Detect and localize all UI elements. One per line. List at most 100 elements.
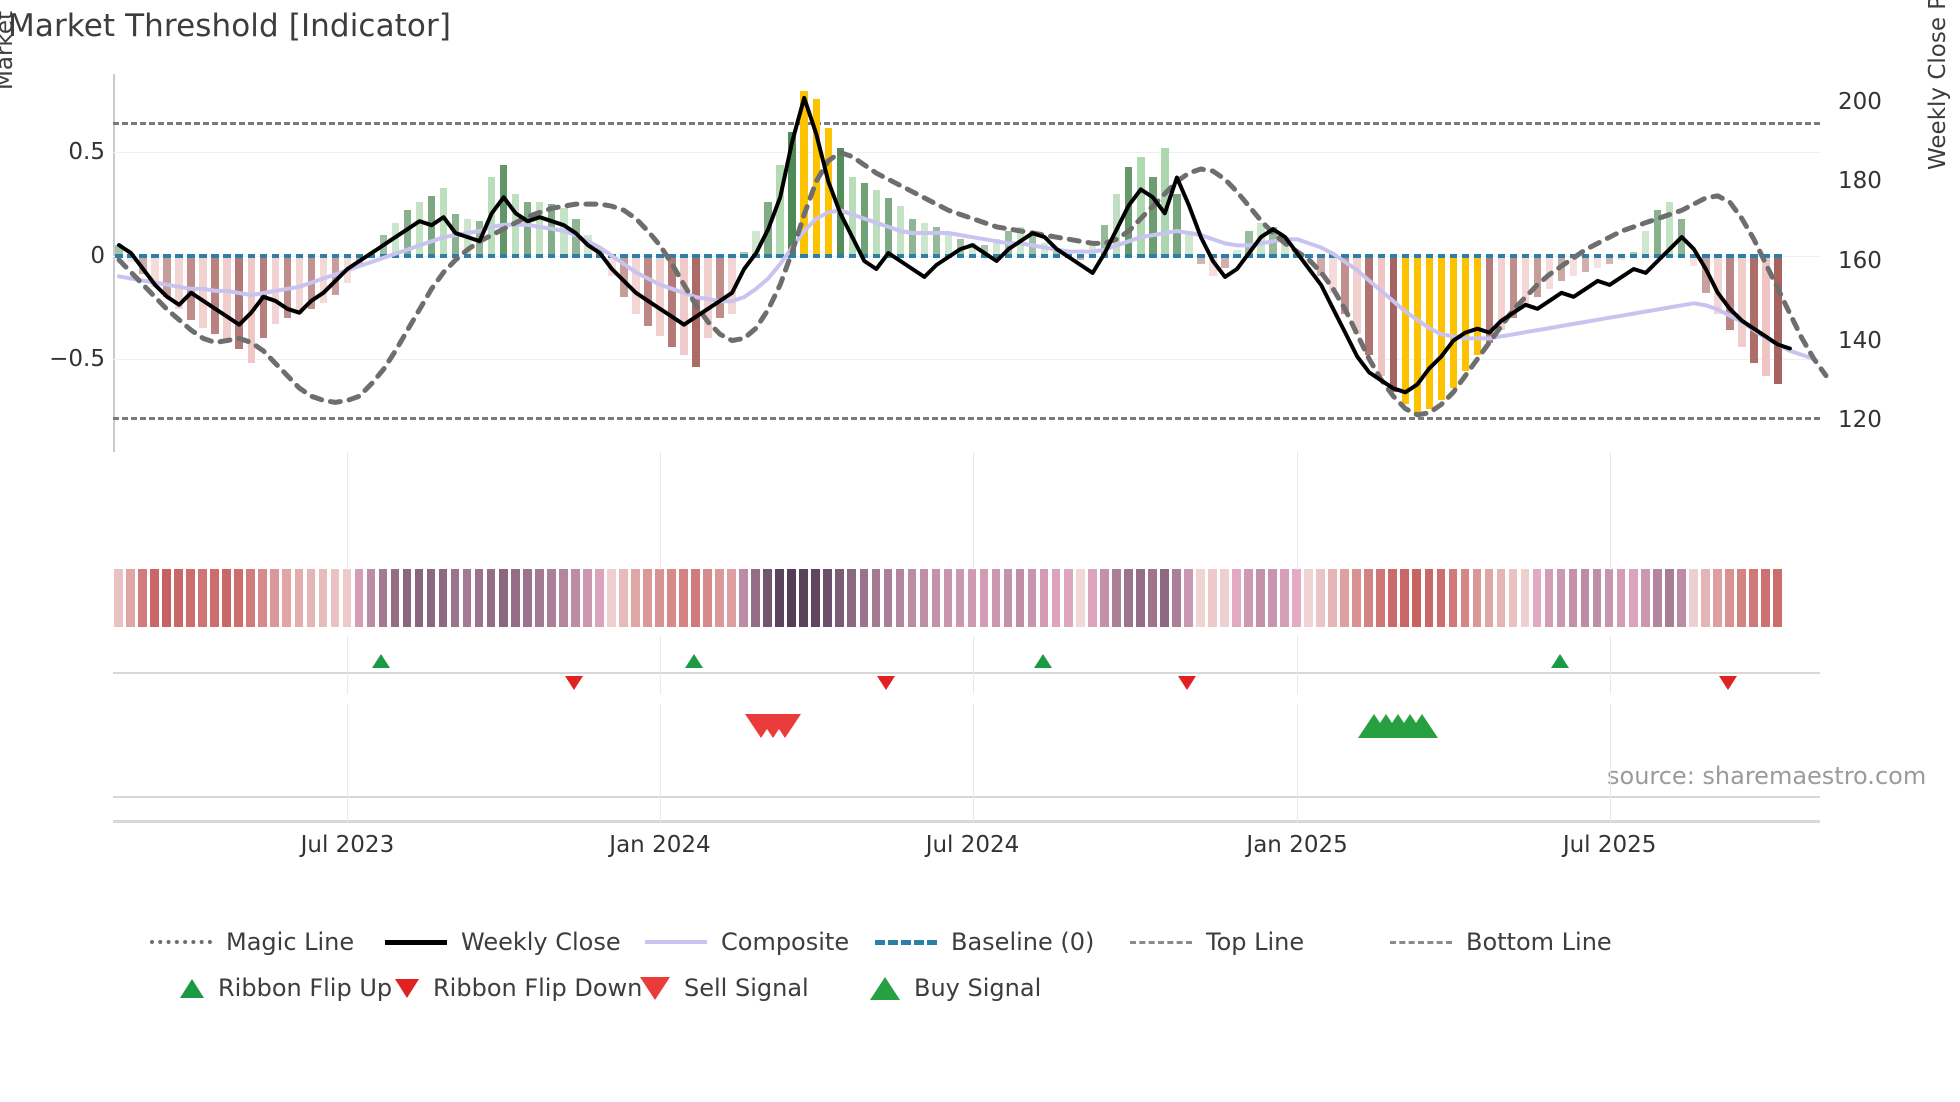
histogram-bar xyxy=(1221,255,1229,269)
legend-item[interactable]: Buy Signal xyxy=(870,974,1041,1002)
baseline-dash-segment xyxy=(115,253,123,258)
baseline-dash-segment xyxy=(728,253,736,258)
legend-item[interactable]: Weekly Close xyxy=(385,928,621,956)
histogram-bar xyxy=(1197,255,1205,265)
legend-line-swatch xyxy=(1130,940,1192,944)
histogram-bar xyxy=(968,243,977,256)
ribbon-cell xyxy=(835,569,845,627)
ribbon-cell xyxy=(1099,569,1109,627)
ribbon-cell xyxy=(859,569,869,627)
gridline-y xyxy=(113,359,1820,361)
baseline-dash-segment xyxy=(1678,253,1686,258)
ribbon-cell xyxy=(210,569,219,627)
histogram-bar xyxy=(1617,255,1626,260)
ribbon-cell xyxy=(931,569,941,627)
legend-item[interactable]: Magic Line xyxy=(150,928,354,956)
legend-label: Ribbon Flip Up xyxy=(218,974,393,1002)
histogram-bar xyxy=(1702,255,1710,293)
ribbon-cell xyxy=(138,569,147,627)
ribbon-cell xyxy=(1580,569,1590,627)
legend-item[interactable]: Composite xyxy=(645,928,849,956)
x-tick-label: Jan 2025 xyxy=(1246,832,1348,858)
baseline-dash-segment xyxy=(1185,253,1193,258)
histogram-bar xyxy=(656,255,664,337)
ribbon-cell xyxy=(522,569,532,627)
legend-line-swatch xyxy=(875,939,937,945)
ribbon-cell xyxy=(150,569,159,627)
histogram-bar xyxy=(632,255,640,314)
baseline-dash-segment xyxy=(1593,253,1602,258)
baseline-dash-segment xyxy=(1389,253,1397,258)
legend-row-1: Magic Line Weekly Close Composite Baseline … xyxy=(150,928,1940,974)
right-tick-label: 140 xyxy=(1838,327,1882,354)
baseline-dash-segment xyxy=(1762,253,1770,258)
legend-item[interactable]: Bottom Line xyxy=(1390,928,1612,956)
histogram-bar xyxy=(908,218,917,256)
histogram-bar xyxy=(1185,230,1193,256)
x-tick-label: Jul 2023 xyxy=(300,832,395,858)
baseline-dash-segment xyxy=(1774,253,1782,258)
ribbon-cell xyxy=(438,569,448,627)
histogram-bar xyxy=(1425,255,1434,409)
ribbon-flip-up-marker xyxy=(1550,654,1569,668)
histogram-bar xyxy=(1485,255,1494,343)
baseline-dash-segment xyxy=(908,253,917,258)
baseline-dash-segment xyxy=(367,253,376,258)
ribbon-cell xyxy=(474,569,484,627)
legend-item[interactable]: Sell Signal xyxy=(640,974,809,1002)
ribbon-cell xyxy=(402,569,412,627)
ribbon-cell xyxy=(907,569,917,627)
ribbon-flip-axis-line xyxy=(113,672,1820,674)
baseline-dash-segment xyxy=(1353,253,1361,258)
histogram-bar xyxy=(415,202,424,256)
histogram-bar xyxy=(223,255,231,341)
histogram-bar xyxy=(1726,255,1734,331)
baseline-dash-segment xyxy=(896,253,905,258)
ribbon-cell xyxy=(1628,569,1638,627)
legend-item[interactable]: Baseline (0) xyxy=(875,928,1094,956)
histogram-bar xyxy=(1473,255,1482,355)
ribbon-cell xyxy=(1075,569,1085,627)
histogram-bar xyxy=(1449,255,1458,388)
baseline-dash-segment xyxy=(668,253,676,258)
signal-axis-line xyxy=(113,796,1820,798)
baseline-dash-segment xyxy=(463,253,472,258)
ribbon-cell xyxy=(703,569,712,627)
legend-label: Baseline (0) xyxy=(951,928,1095,956)
baseline-dash-segment xyxy=(1004,253,1013,258)
baseline-dash-segment xyxy=(764,253,772,258)
baseline-dash-segment xyxy=(920,253,929,258)
ribbon-cell xyxy=(1280,569,1289,627)
legend-item[interactable]: Ribbon Flip Up xyxy=(180,974,392,1002)
ribbon-cell xyxy=(1316,569,1325,627)
histogram-bar xyxy=(1401,255,1409,405)
baseline-dash-segment xyxy=(1437,253,1446,258)
x-tick-label: Jul 2025 xyxy=(1562,832,1657,858)
histogram-bar xyxy=(1076,255,1085,260)
ribbon-cell xyxy=(571,569,580,627)
ribbon-cell xyxy=(1688,569,1698,627)
ribbon-flip-down-marker xyxy=(1718,676,1737,690)
baseline-dash-segment xyxy=(788,253,796,258)
baseline-dash-segment xyxy=(1113,253,1121,258)
baseline-dash-segment xyxy=(1028,253,1037,258)
ribbon-cell xyxy=(126,569,135,627)
baseline-dash-segment xyxy=(1473,253,1482,258)
histogram-bar xyxy=(1101,224,1109,256)
ribbon-cell xyxy=(1256,569,1265,627)
histogram-bar xyxy=(1317,255,1325,277)
ribbon-cell xyxy=(631,569,640,627)
ribbon-cell xyxy=(1148,569,1157,627)
histogram-bar xyxy=(163,255,171,298)
legend-item[interactable]: Top Line xyxy=(1130,928,1304,956)
legend-label: Ribbon Flip Down xyxy=(433,974,643,1002)
triangle-up-icon xyxy=(870,976,900,1000)
baseline-dash-segment xyxy=(524,253,532,258)
legend-item[interactable]: Ribbon Flip Down xyxy=(395,974,642,1002)
baseline-dash-segment xyxy=(812,253,820,258)
histogram-bar xyxy=(1774,255,1782,384)
baseline-dash-segment xyxy=(1690,253,1698,258)
ribbon-cell xyxy=(258,569,268,627)
baseline-dash-segment xyxy=(776,253,784,258)
x-tick-mark xyxy=(1297,452,1299,570)
